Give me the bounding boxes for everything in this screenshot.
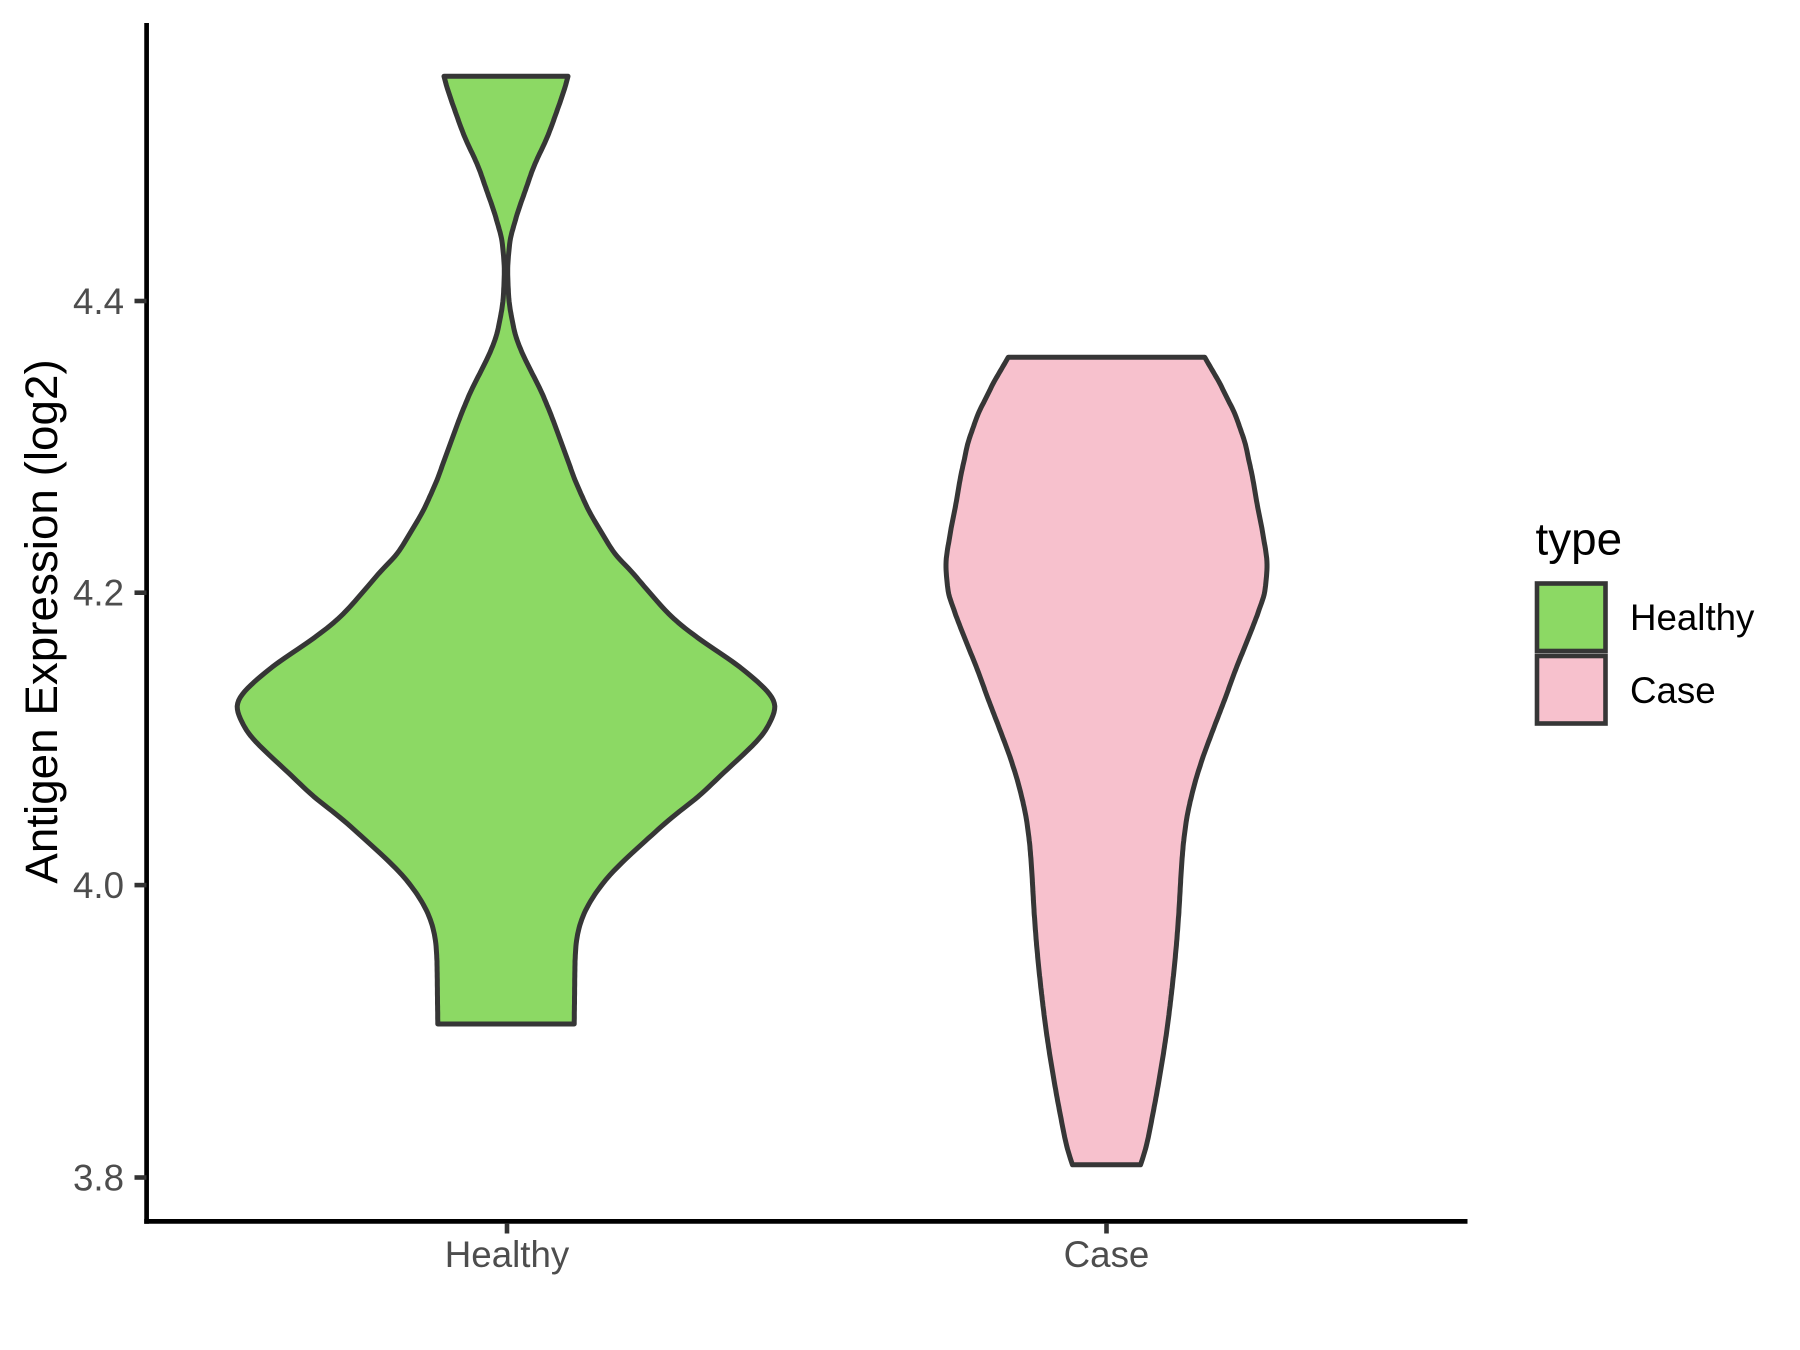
svg-text:type: type [1536, 514, 1623, 565]
svg-text:Case: Case [1064, 1234, 1150, 1275]
svg-text:Healthy: Healthy [445, 1234, 570, 1275]
svg-text:Case: Case [1630, 670, 1716, 711]
svg-text:3.8: 3.8 [73, 1158, 124, 1199]
svg-text:Healthy: Healthy [1630, 597, 1755, 638]
svg-text:Antigen Expression (log2): Antigen Expression (log2) [16, 359, 67, 883]
svg-text:4.4: 4.4 [73, 281, 124, 322]
svg-text:4.0: 4.0 [73, 865, 124, 906]
svg-text:4.2: 4.2 [73, 573, 124, 614]
